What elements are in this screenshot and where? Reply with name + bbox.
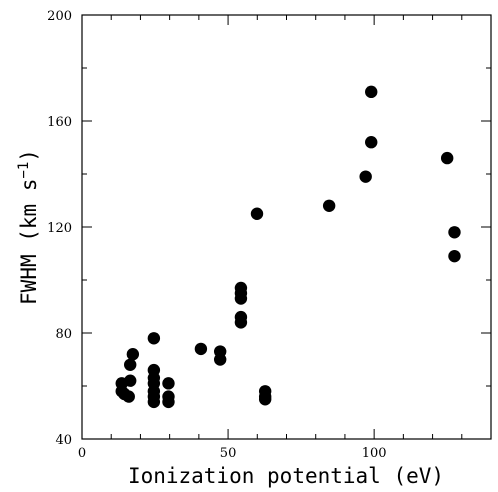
- data-point: [124, 374, 137, 387]
- x-tick-label: 0: [78, 446, 86, 461]
- plot-frame: [81, 14, 492, 440]
- x-axis-label: Ionization potential (eV): [128, 464, 444, 488]
- data-point: [162, 395, 175, 409]
- y-tick-labels: 40 80 120 160 200: [47, 9, 72, 448]
- data-point: [126, 348, 140, 361]
- data-point: [440, 151, 454, 165]
- y-tick-label: 160: [47, 115, 72, 130]
- y-tick-label: 200: [47, 9, 72, 24]
- data-point: [234, 316, 248, 329]
- data-point: [448, 249, 461, 263]
- data-point: [122, 390, 135, 403]
- data-point: [147, 395, 161, 409]
- y-tick-label: 120: [47, 221, 72, 236]
- data-point: [448, 226, 461, 239]
- axis-ticks: [81, 14, 492, 440]
- data-point: [365, 85, 378, 99]
- y-axis-label: FWHM (km s−1): [16, 149, 41, 305]
- data-point: [162, 377, 175, 390]
- data-point: [258, 393, 272, 406]
- y-axis-label-sup: −1: [16, 162, 32, 179]
- data-point: [124, 358, 137, 371]
- data-points: [115, 85, 461, 409]
- data-point: [359, 170, 372, 183]
- data-point: [250, 207, 264, 220]
- data-point: [365, 136, 378, 149]
- y-axis-label-close: ): [17, 149, 41, 162]
- y-tick-label: 40: [55, 433, 72, 448]
- data-point: [234, 292, 248, 305]
- data-point: [322, 199, 336, 212]
- data-point: [194, 342, 208, 356]
- data-point: [213, 353, 227, 366]
- x-tick-label: 50: [220, 446, 237, 461]
- y-tick-label: 80: [55, 327, 72, 342]
- data-point: [147, 332, 161, 345]
- x-tick-label: 100: [362, 446, 387, 461]
- y-axis-label-main: FWHM (km s: [17, 179, 41, 305]
- x-tick-labels: 0 50 100: [78, 446, 387, 461]
